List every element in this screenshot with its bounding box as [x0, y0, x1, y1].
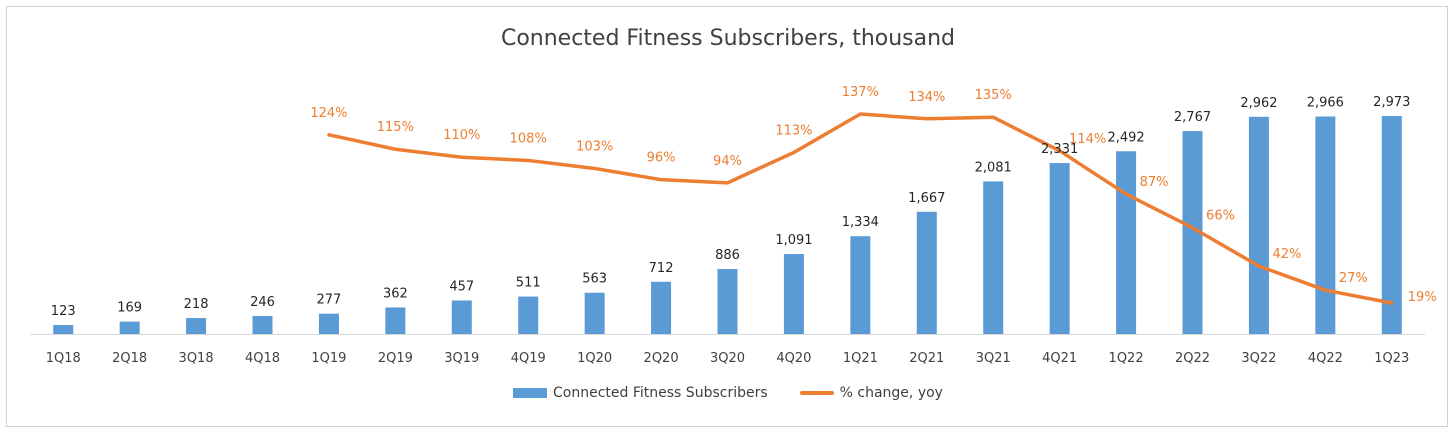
bar-4Q20: [783, 254, 804, 334]
bar-4Q21: [1049, 163, 1070, 334]
x-tick-4Q19: 4Q19: [511, 351, 546, 366]
bar-label-3Q18: 218: [184, 297, 209, 312]
x-tick-3Q21: 3Q21: [976, 351, 1011, 366]
x-tick-1Q23: 1Q23: [1374, 351, 1409, 366]
bar-label-1Q22: 2,492: [1107, 130, 1144, 145]
yoy-label-1Q22: 87%: [1140, 175, 1169, 190]
bar-label-2Q21: 1,667: [908, 191, 945, 206]
bar-label-2Q22: 2,767: [1174, 110, 1211, 125]
chart-title: Connected Fitness Subscribers, thousand: [500, 26, 956, 51]
bar-1Q18: [53, 324, 74, 334]
yoy-label-4Q19: 108%: [510, 131, 547, 146]
bar-label-2Q18: 169: [117, 301, 142, 316]
x-tick-2Q21: 2Q21: [909, 351, 944, 366]
bar-label-4Q18: 246: [250, 295, 275, 310]
yoy-label-2Q19: 115%: [377, 120, 414, 135]
x-tick-4Q21: 4Q21: [1042, 351, 1077, 366]
bar-label-4Q21: 2,331: [1041, 142, 1078, 157]
bar-3Q21: [983, 181, 1004, 334]
yoy-label-2Q20: 96%: [647, 151, 676, 166]
yoy-label-3Q20: 94%: [713, 154, 742, 169]
labels-layer: 123 169 218 246 277 362 457 511 563 712 886 1,091 1,…: [51, 85, 1437, 319]
legend-label-bars: Connected Fitness Subscribers: [553, 385, 768, 401]
x-tick-2Q20: 2Q20: [644, 351, 679, 366]
x-tick-3Q19: 3Q19: [444, 351, 479, 366]
yoy-label-2Q21: 134%: [908, 90, 945, 105]
chart-frame: [6, 6, 1448, 427]
x-tick-2Q18: 2Q18: [112, 351, 147, 366]
x-tick-3Q18: 3Q18: [179, 351, 214, 366]
legend-swatch-line: [799, 391, 834, 395]
legend: Connected Fitness Subscribers % change, …: [0, 385, 1456, 401]
bar-4Q19: [518, 296, 539, 334]
bar-1Q23: [1381, 116, 1402, 334]
bar-1Q20: [584, 292, 605, 334]
yoy-label-1Q23: 19%: [1408, 290, 1437, 305]
bar-4Q22: [1315, 116, 1336, 335]
yoy-label-3Q22: 42%: [1272, 247, 1301, 262]
bar-label-4Q22: 2,966: [1307, 96, 1344, 111]
yoy-label-4Q22: 27%: [1339, 271, 1368, 286]
bar-1Q22: [1116, 151, 1137, 334]
bar-4Q18: [252, 315, 273, 334]
bar-2Q21: [916, 211, 937, 334]
bar-3Q22: [1248, 116, 1269, 334]
bar-label-2Q20: 712: [649, 261, 674, 276]
yoy-label-1Q19: 124%: [310, 106, 347, 121]
yoy-label-2Q22: 66%: [1206, 209, 1235, 224]
bar-label-4Q19: 511: [516, 276, 541, 291]
x-tick-4Q18: 4Q18: [245, 351, 280, 366]
x-tick-3Q22: 3Q22: [1241, 351, 1276, 366]
axis-layer: 1Q18 2Q18 3Q18 4Q18 1Q19 2Q19 3Q19 4Q19 1Q20 2Q20…: [30, 334, 1425, 366]
bar-3Q18: [186, 318, 207, 334]
yoy-change-line: [327, 112, 1394, 305]
x-tick-1Q19: 1Q19: [311, 351, 346, 366]
x-tick-2Q22: 2Q22: [1175, 351, 1210, 366]
bar-label-3Q22: 2,962: [1240, 96, 1277, 111]
yoy-label-3Q19: 110%: [443, 128, 480, 143]
bar-label-1Q23: 2,973: [1373, 95, 1410, 110]
x-tick-4Q20: 4Q20: [776, 351, 811, 366]
bar-2Q19: [385, 307, 406, 334]
bar-2Q18: [119, 321, 140, 334]
bar-1Q19: [318, 313, 339, 334]
bar-label-4Q20: 1,091: [775, 233, 812, 248]
x-tick-1Q21: 1Q21: [843, 351, 878, 366]
bar-3Q20: [717, 269, 738, 334]
yoy-label-1Q20: 103%: [576, 139, 613, 154]
bar-label-3Q20: 886: [715, 248, 740, 263]
x-tick-1Q20: 1Q20: [577, 351, 612, 366]
bar-label-2Q19: 362: [383, 286, 408, 301]
bar-label-1Q19: 277: [317, 293, 342, 308]
bar-1Q21: [850, 236, 871, 334]
bar-label-3Q19: 457: [449, 279, 474, 294]
bar-3Q19: [451, 300, 472, 334]
legend-swatch-bar: [513, 388, 548, 398]
x-tick-3Q20: 3Q20: [710, 351, 745, 366]
bar-2Q20: [651, 281, 672, 334]
legend-item-bars: Connected Fitness Subscribers: [513, 385, 768, 401]
line-layer: [327, 112, 1394, 305]
yoy-label-3Q21: 135%: [975, 88, 1012, 103]
yoy-label-1Q21: 137%: [842, 85, 879, 100]
x-tick-2Q19: 2Q19: [378, 351, 413, 366]
bars-layer: [53, 116, 1402, 335]
legend-item-line: % change, yoy: [799, 385, 943, 401]
legend-label-line: % change, yoy: [839, 385, 943, 401]
x-tick-1Q22: 1Q22: [1109, 351, 1144, 366]
bar-label-3Q21: 2,081: [975, 160, 1012, 175]
yoy-label-4Q20: 113%: [775, 123, 812, 138]
bar-label-1Q18: 123: [51, 304, 76, 319]
bar-2Q22: [1182, 131, 1203, 334]
x-tick-1Q18: 1Q18: [46, 351, 81, 366]
x-tick-4Q22: 4Q22: [1308, 351, 1343, 366]
yoy-label-4Q21: 114%: [1069, 132, 1106, 147]
bar-label-1Q20: 563: [582, 272, 607, 287]
bar-label-1Q21: 1,334: [842, 215, 879, 230]
